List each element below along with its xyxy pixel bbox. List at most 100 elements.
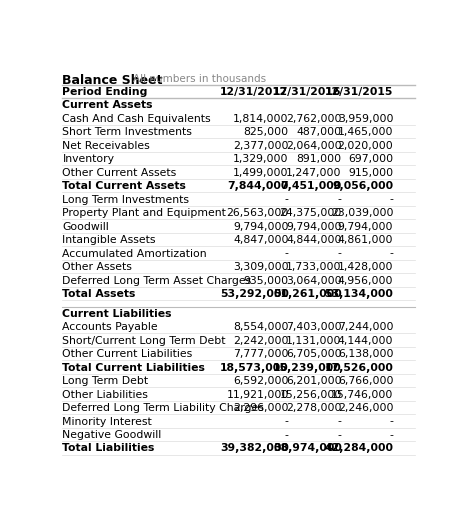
Text: 9,794,000: 9,794,000 [286,221,342,232]
Text: 39,382,000: 39,382,000 [220,443,289,453]
Text: 18,573,000: 18,573,000 [220,363,289,373]
Text: 2,064,000: 2,064,000 [286,141,342,151]
Text: Balance Sheet: Balance Sheet [62,74,163,87]
Text: 4,847,000: 4,847,000 [233,235,289,245]
Text: 6,766,000: 6,766,000 [338,376,393,386]
Text: Other Current Liabilities: Other Current Liabilities [62,349,193,359]
Text: -: - [389,430,393,440]
Text: 4,861,000: 4,861,000 [338,235,393,245]
Text: -: - [338,249,342,259]
Text: All numbers in thousands: All numbers in thousands [133,74,266,84]
Text: -: - [285,416,289,426]
Text: 9,794,000: 9,794,000 [338,221,393,232]
Text: 891,000: 891,000 [297,154,342,164]
Text: 7,844,000: 7,844,000 [227,181,289,191]
Text: 2,762,000: 2,762,000 [286,114,342,124]
Text: 12/31/2017: 12/31/2017 [220,87,289,97]
Text: 1,733,000: 1,733,000 [286,262,342,272]
Text: Long Term Debt: Long Term Debt [62,376,149,386]
Text: 9,056,000: 9,056,000 [332,181,393,191]
Text: 12/31/2015: 12/31/2015 [325,87,393,97]
Text: 26,563,000: 26,563,000 [226,208,289,218]
Text: 15,256,000: 15,256,000 [279,390,342,399]
Text: 697,000: 697,000 [348,154,393,164]
Text: 4,956,000: 4,956,000 [338,276,393,286]
Text: Short/Current Long Term Debt: Short/Current Long Term Debt [62,336,226,346]
Text: 915,000: 915,000 [348,168,393,177]
Text: 11,921,000: 11,921,000 [226,390,289,399]
Text: 6,592,000: 6,592,000 [233,376,289,386]
Text: -: - [389,249,393,259]
Text: Accounts Payable: Accounts Payable [62,322,158,332]
Text: 1,499,000: 1,499,000 [233,168,289,177]
Text: Period Ending: Period Ending [62,87,148,97]
Text: Net Receivables: Net Receivables [62,141,150,151]
Text: 7,451,000: 7,451,000 [280,181,342,191]
Text: 2,246,000: 2,246,000 [338,403,393,413]
Text: 9,794,000: 9,794,000 [233,221,289,232]
Text: 2,296,000: 2,296,000 [233,403,289,413]
Text: 23,039,000: 23,039,000 [331,208,393,218]
Text: 825,000: 825,000 [244,127,289,137]
Text: 7,777,000: 7,777,000 [233,349,289,359]
Text: -: - [285,194,289,204]
Text: Intangible Assets: Intangible Assets [62,235,156,245]
Text: 3,959,000: 3,959,000 [338,114,393,124]
Text: 53,292,000: 53,292,000 [220,289,289,299]
Text: 6,138,000: 6,138,000 [338,349,393,359]
Text: Negative Goodwill: Negative Goodwill [62,430,162,440]
Text: 4,144,000: 4,144,000 [338,336,393,346]
Text: 7,403,000: 7,403,000 [286,322,342,332]
Text: Cash And Cash Equivalents: Cash And Cash Equivalents [62,114,211,124]
Text: Other Liabilities: Other Liabilities [62,390,148,399]
Text: -: - [285,430,289,440]
Text: 2,020,000: 2,020,000 [338,141,393,151]
Text: Total Current Liabilities: Total Current Liabilities [62,363,206,373]
Text: Long Term Investments: Long Term Investments [62,194,189,204]
Text: 15,746,000: 15,746,000 [331,390,393,399]
Text: 1,428,000: 1,428,000 [338,262,393,272]
Text: 7,244,000: 7,244,000 [338,322,393,332]
Text: -: - [389,194,393,204]
Text: 51,261,000: 51,261,000 [273,289,342,299]
Text: Deferred Long Term Liability Charges: Deferred Long Term Liability Charges [62,403,264,413]
Text: -: - [338,194,342,204]
Text: Inventory: Inventory [62,154,114,164]
Text: Minority Interest: Minority Interest [62,416,152,426]
Text: 1,247,000: 1,247,000 [286,168,342,177]
Text: 1,131,000: 1,131,000 [286,336,342,346]
Text: Current Assets: Current Assets [62,100,153,110]
Text: Total Current Assets: Total Current Assets [62,181,186,191]
Text: Other Assets: Other Assets [62,262,133,272]
Text: 12/31/2016: 12/31/2016 [273,87,342,97]
Text: 1,814,000: 1,814,000 [233,114,289,124]
Text: Total Liabilities: Total Liabilities [62,443,155,453]
Text: 24,375,000: 24,375,000 [279,208,342,218]
Text: Current Liabilities: Current Liabilities [62,309,172,319]
Text: 17,526,000: 17,526,000 [325,363,393,373]
Text: Other Current Assets: Other Current Assets [62,168,177,177]
Text: 3,064,000: 3,064,000 [286,276,342,286]
Text: 15,239,000: 15,239,000 [273,363,342,373]
Text: Total Assets: Total Assets [62,289,136,299]
Text: 935,000: 935,000 [244,276,289,286]
Text: 4,844,000: 4,844,000 [286,235,342,245]
Text: Short Term Investments: Short Term Investments [62,127,193,137]
Text: 3,309,000: 3,309,000 [233,262,289,272]
Text: Goodwill: Goodwill [62,221,109,232]
Text: -: - [389,416,393,426]
Text: 2,242,000: 2,242,000 [233,336,289,346]
Text: -: - [338,416,342,426]
Text: 6,705,000: 6,705,000 [286,349,342,359]
Text: 2,278,000: 2,278,000 [286,403,342,413]
Text: 2,377,000: 2,377,000 [233,141,289,151]
Text: 1,329,000: 1,329,000 [233,154,289,164]
Text: Property Plant and Equipment: Property Plant and Equipment [62,208,226,218]
Text: Accumulated Amortization: Accumulated Amortization [62,249,207,259]
Text: -: - [338,430,342,440]
Text: 1,465,000: 1,465,000 [338,127,393,137]
Text: 38,974,000: 38,974,000 [273,443,342,453]
Text: Deferred Long Term Asset Charges: Deferred Long Term Asset Charges [62,276,252,286]
Text: 8,554,000: 8,554,000 [233,322,289,332]
Text: -: - [285,249,289,259]
